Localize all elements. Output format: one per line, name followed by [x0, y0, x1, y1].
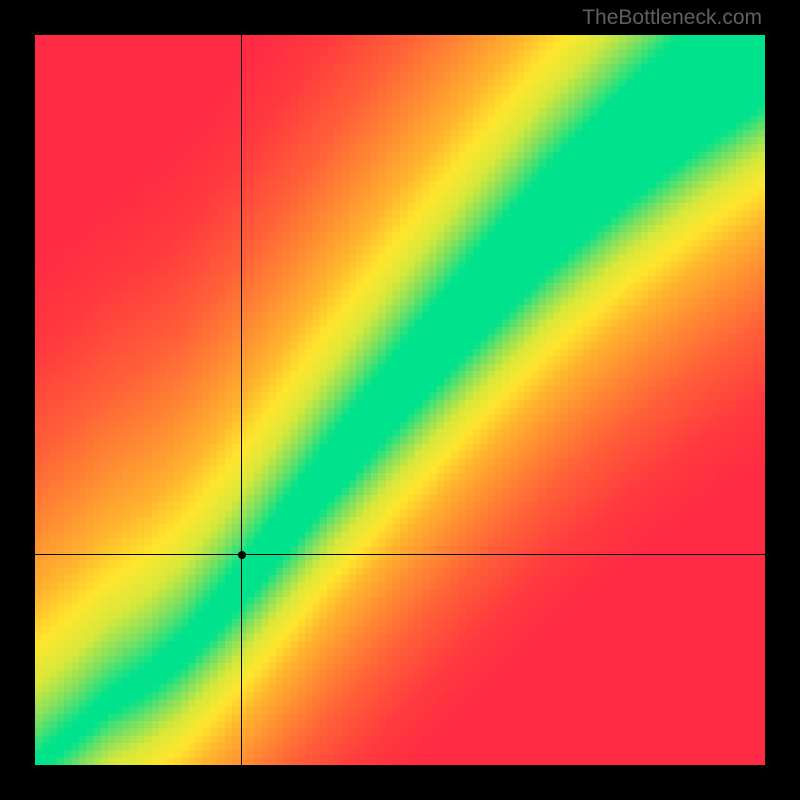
watermark-text: TheBottleneck.com [582, 6, 762, 30]
crosshair-horizontal [35, 554, 765, 555]
bottleneck-heatmap [35, 35, 765, 765]
figure-container: TheBottleneck.com [0, 0, 800, 800]
crosshair-marker [238, 551, 246, 559]
crosshair-vertical [241, 35, 242, 765]
